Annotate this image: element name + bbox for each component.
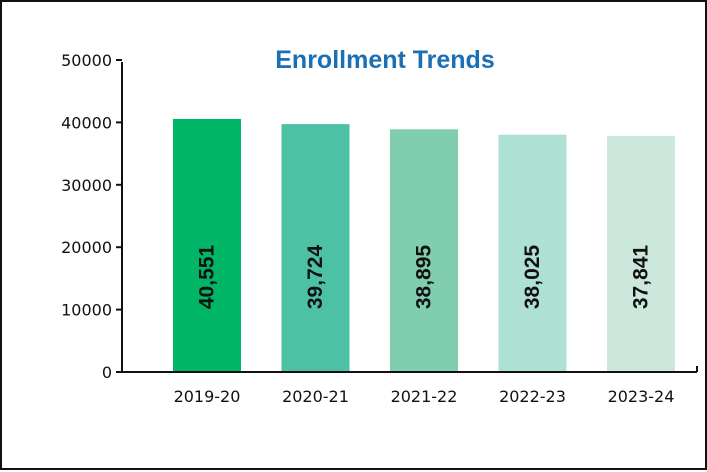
bar-value-label: 37,841: [630, 245, 653, 310]
y-tick-label: 0: [102, 363, 112, 382]
x-tick-label: 2023-24: [608, 387, 675, 406]
y-tick-label: 30000: [61, 176, 112, 195]
bar-value-label: 39,724: [304, 245, 327, 310]
x-tick-label: 2022-23: [499, 387, 566, 406]
x-tick-label: 2021-22: [391, 387, 458, 406]
bar-2021-22: [390, 129, 458, 372]
bar-2023-24: [607, 135, 675, 372]
y-tick-label: 20000: [61, 238, 112, 257]
bar-2020-21: [281, 124, 350, 372]
chart-title: Enrollment Trends: [275, 46, 494, 74]
bar-value-labels: 40,551 39,724 38,895 38,025 37,841: [196, 245, 653, 310]
x-tick-label: 2020-21: [282, 387, 349, 406]
x-axis-ticks: 2019-20 2020-21 2021-22 2022-23 2023-24: [174, 366, 698, 406]
bar-2022-23: [498, 134, 567, 372]
y-tick-label: 10000: [61, 301, 112, 320]
bar-2019-20: [173, 118, 241, 372]
y-tick-label: 50000: [61, 51, 112, 70]
bars: [173, 118, 675, 372]
bar-value-label: 38,025: [521, 245, 544, 310]
y-tick-label: 40000: [61, 113, 112, 132]
x-tick-label: 2019-20: [174, 387, 241, 406]
bar-value-label: 40,551: [196, 245, 219, 310]
y-axis-ticks: 0 10000 20000 30000 40000 50000: [61, 51, 122, 382]
bar-value-label: 38,895: [413, 245, 436, 310]
